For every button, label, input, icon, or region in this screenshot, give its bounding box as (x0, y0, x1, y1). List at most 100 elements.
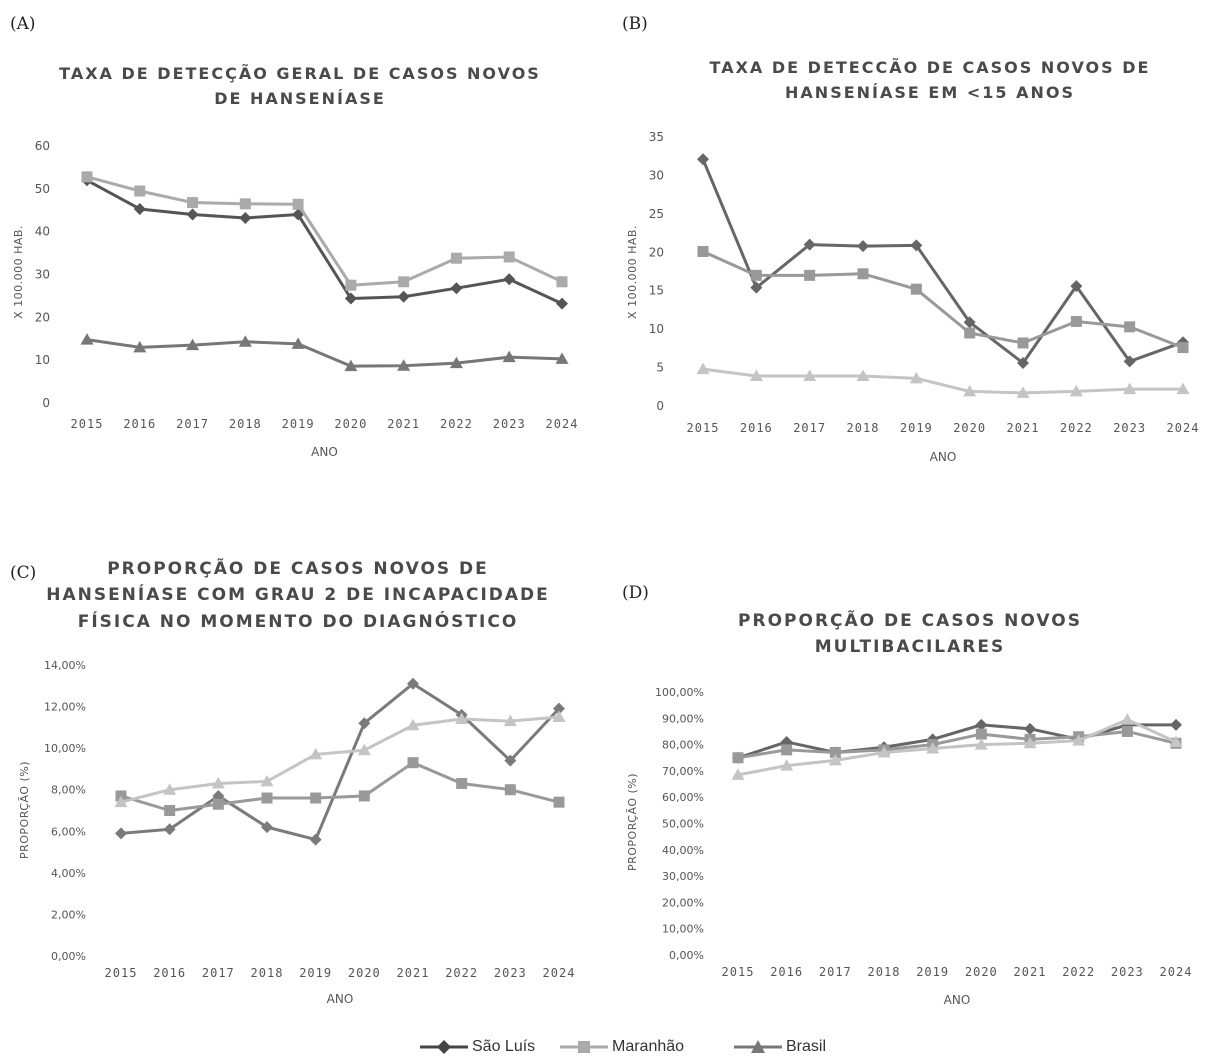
chart-a-xaxis-label: ANO (311, 445, 338, 459)
chart-c-series-2-point (260, 774, 274, 787)
chart-a-series-1-point (292, 198, 304, 210)
chart-d-ytick-label: 50,00% (662, 818, 704, 831)
chart-a-series-1-point (556, 276, 568, 288)
chart-d-yaxis-label: PROPORÇÃO (%) (626, 773, 639, 871)
chart-c-xaxis-label: ANO (327, 992, 354, 1006)
chart-c-xtick-label: 2019 (299, 966, 332, 980)
chart-a-title: TAXA DE DETECÇÃO GERAL DE CASOS NOVOS DE… (40, 62, 560, 112)
chart-a-ytick-label: 0 (42, 396, 50, 410)
chart-b-series-0-point (697, 153, 709, 166)
chart-a-series-2-point (291, 337, 305, 349)
legend-label-maranhao: Maranhão (612, 1038, 685, 1055)
chart-d-series-2-point (1120, 713, 1134, 725)
chart-b-xtick-label: 2016 (740, 421, 773, 435)
chart-c-series-1-point (261, 792, 273, 804)
chart-c-ytick-label: 4,00% (51, 867, 86, 880)
chart-a-series-2-point (502, 350, 516, 363)
chart-c-series-2-point (114, 795, 128, 808)
chart-d: 0,00% 10,00% 20,00% 30,00% 40,00% 50,00% 60,00… (626, 686, 1193, 1007)
chart-b-series-0-point (963, 316, 976, 329)
chart-d-title-line-1: PROPORÇÃO DE CASOS NOVOS (738, 611, 1082, 631)
chart-a-series-0-line (86, 178, 563, 305)
chart-d-series-2-point (877, 745, 891, 758)
chart-b-series-2-point (963, 384, 977, 397)
chart-a-series-2-point (186, 338, 200, 351)
chart-c-xtick-label: 2020 (348, 966, 381, 980)
panel-letter-b: (B) (622, 14, 648, 34)
chart-c-series-1-line (120, 761, 560, 812)
chart-d-series-2-point (926, 742, 940, 754)
chart-b-ytick-label: 25 (649, 207, 664, 221)
chart-c-series-0-point (407, 677, 419, 690)
chart-d-series-2-point (731, 768, 745, 780)
chart-c-series-2-line (120, 715, 560, 804)
chart-c-yaxis-label: PROPORÇÃO (%) (18, 761, 31, 859)
chart-a-ytick-label: 30 (35, 268, 50, 282)
chart-c-series-0-point (553, 702, 565, 715)
chart-a-series-0-point (450, 282, 463, 295)
chart-a: 0 10 20 30 40 50 60 2015 2016 2017 2018 2019 2020 202… (12, 139, 577, 459)
chart-a-series-2-point (449, 356, 463, 369)
chart-a-series-0-point (556, 297, 568, 310)
chart-b-series-1-point (1017, 337, 1029, 349)
chart-d-series-1-point (975, 728, 987, 740)
chart-a-ytick-label: 40 (35, 225, 50, 239)
chart-b-ytick-label: 35 (649, 130, 664, 144)
chart-b-series-2-point (696, 362, 710, 375)
chart-c-series-1-point (358, 790, 370, 802)
chart-d-xtick-label: 2018 (868, 965, 901, 979)
chart-b-title-line-2: HANSENÍASE EM <15 ANOS (785, 82, 1075, 102)
chart-c-ytick-label: 12,00% (44, 701, 86, 714)
chart-b-xtick-label: 2023 (1113, 421, 1146, 435)
chart-a-xtick-label: 2017 (176, 417, 209, 431)
chart-c-ytick-label: 6,00% (51, 825, 86, 838)
chart-d-xtick-label: 2015 (722, 965, 755, 979)
chart-b-series-2-point (1069, 384, 1083, 397)
chart-b-xaxis-label: ANO (930, 450, 957, 464)
legend-item-brasil: Brasil (734, 1034, 826, 1060)
chart-b-series-1-point (857, 268, 869, 280)
chart-a-xtick-label: 2015 (71, 417, 104, 431)
chart-a-series-0-point (133, 202, 146, 215)
chart-b-series-1-point (1070, 315, 1082, 327)
chart-d-xtick-label: 2024 (1160, 965, 1193, 979)
chart-b-series-2-point (1176, 382, 1190, 395)
chart-a-series-0-point (503, 273, 516, 286)
chart-b-series-1-point (750, 269, 762, 281)
chart-a-title-line-2: DE HANSENÍASE (214, 88, 386, 108)
chart-c-xtick-label: 2016 (153, 966, 186, 980)
chart-c-ytick-label: 10,00% (44, 742, 86, 755)
chart-c-series-2-point (211, 776, 225, 789)
chart-a-ytick-label: 20 (35, 310, 50, 324)
chart-b-xtick-label: 2017 (793, 421, 826, 435)
chart-a-series-2-line (86, 338, 563, 368)
chart-c: 0,00% 2,00% 4,00% 6,00% 8,00% 10,00% 12,00% 14,… (18, 659, 574, 1006)
chart-d-ytick-label: 10,00% (662, 923, 704, 936)
chart-b-series-2-point (803, 369, 817, 382)
chart-b-series-0-point (857, 240, 869, 253)
chart-a-series-1-point (81, 171, 93, 183)
chart-c-series-2-point (163, 783, 177, 795)
chart-d-series-2-point (1072, 734, 1086, 746)
chart-d-xtick-label: 2021 (1014, 965, 1047, 979)
chart-c-series-2-point (309, 747, 323, 760)
legend-item-sao-luis: São Luís (420, 1034, 535, 1060)
chart-d-title-line-2: MULTIBACILARES (814, 637, 1006, 658)
chart-c-xtick-label: 2017 (202, 966, 235, 980)
chart-b-series-0-point (803, 238, 816, 251)
chart-d-ytick-label: 30,00% (662, 870, 704, 883)
chart-a-series-0-point (239, 211, 252, 224)
chart-b-yaxis-label: X 100.000 HAB. (626, 225, 639, 319)
chart-a-xtick-label: 2021 (387, 417, 420, 431)
chart-c-series-1-point (456, 777, 468, 789)
chart-c-xtick-label: 2021 (397, 966, 430, 980)
chart-a-series-1-point (345, 279, 357, 291)
chart-b-series-2 (696, 362, 1190, 398)
chart-d-series-1-point (732, 752, 744, 764)
chart-c-series-2-point (455, 712, 469, 725)
chart-d-xtick-label: 2016 (770, 965, 803, 979)
chart-c-ytick-label: 2,00% (51, 908, 86, 921)
chart-a-series-2-point (238, 335, 252, 347)
panel-letter-d: (D) (622, 583, 649, 603)
chart-d-title: PROPORÇÃO DE CASOS NOVOS MULTIBACILARES (640, 608, 1180, 661)
